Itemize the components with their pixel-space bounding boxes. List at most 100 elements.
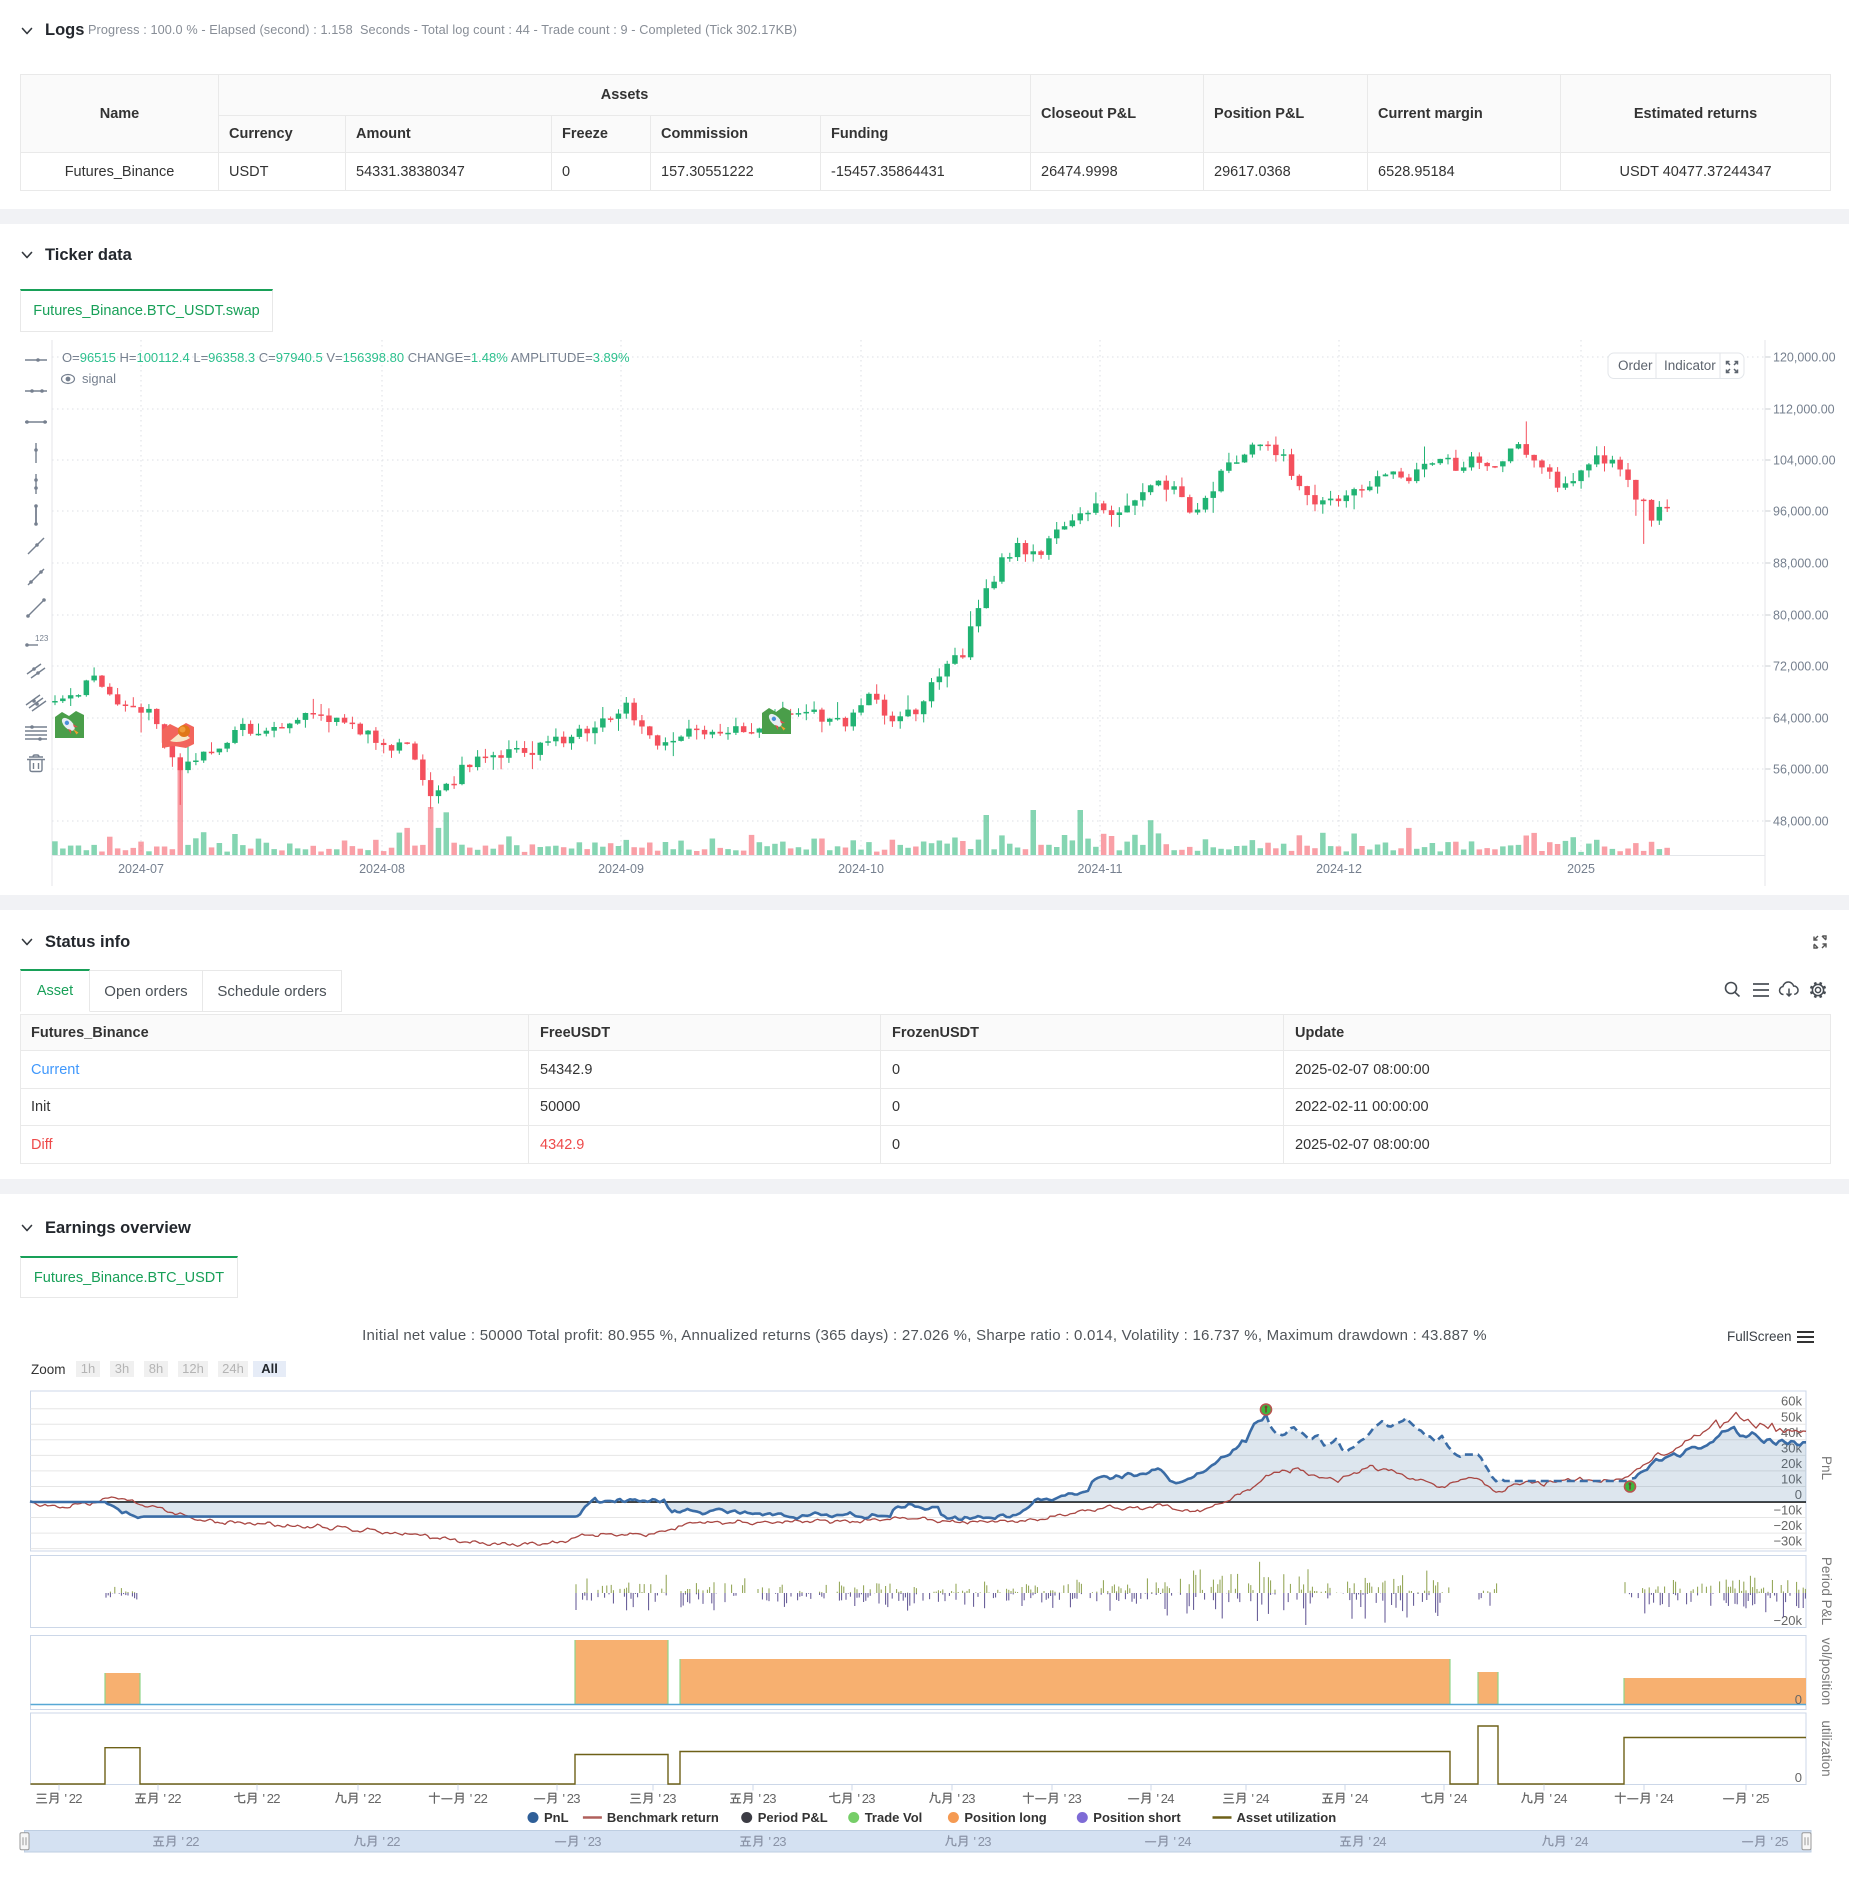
svg-text:−20k: −20k bbox=[1773, 1613, 1802, 1628]
svg-text:3: 3 bbox=[769, 1791, 776, 1806]
svg-text:2: 2 bbox=[192, 1834, 199, 1849]
svg-text:': ' bbox=[383, 1834, 385, 1849]
svg-text:Trade Vol: Trade Vol bbox=[865, 1810, 923, 1825]
svg-text:10k: 10k bbox=[1781, 1472, 1802, 1487]
svg-text:O=96515 H=100112.4 L=96358.3 C: O=96515 H=100112.4 L=96358.3 C=97940.5 V… bbox=[62, 350, 630, 365]
svg-text:': ' bbox=[974, 1834, 976, 1849]
svg-text:104,000.00: 104,000.00 bbox=[1773, 454, 1836, 468]
svg-text:3: 3 bbox=[968, 1791, 975, 1806]
svg-text:2: 2 bbox=[168, 1791, 175, 1806]
svg-text:72,000.00: 72,000.00 bbox=[1773, 660, 1829, 674]
svg-text:−20k: −20k bbox=[1773, 1518, 1802, 1533]
svg-text:': ' bbox=[584, 1834, 586, 1849]
svg-text:': ' bbox=[659, 1791, 661, 1806]
svg-text:4: 4 bbox=[1667, 1791, 1674, 1806]
svg-text:PnL: PnL bbox=[544, 1810, 569, 1825]
svg-text:2: 2 bbox=[75, 1791, 82, 1806]
svg-text:': ' bbox=[263, 1791, 265, 1806]
svg-text:': ' bbox=[182, 1834, 184, 1849]
svg-text:4: 4 bbox=[1361, 1791, 1368, 1806]
svg-text:48,000.00: 48,000.00 bbox=[1773, 815, 1829, 829]
svg-text:2: 2 bbox=[773, 1834, 780, 1849]
svg-text:0: 0 bbox=[1795, 1692, 1802, 1707]
svg-text:3: 3 bbox=[1075, 1791, 1082, 1806]
svg-text:2024-09: 2024-09 bbox=[598, 862, 644, 876]
svg-text:': ' bbox=[1174, 1834, 1176, 1849]
svg-text:': ' bbox=[769, 1834, 771, 1849]
svg-text:Period P&L: Period P&L bbox=[758, 1810, 828, 1825]
svg-text:4: 4 bbox=[1560, 1791, 1567, 1806]
svg-text:2: 2 bbox=[1256, 1791, 1263, 1806]
svg-text:Benchmark return: Benchmark return bbox=[607, 1810, 719, 1825]
svg-text:2025: 2025 bbox=[1567, 862, 1595, 876]
svg-text:60k: 60k bbox=[1781, 1394, 1802, 1409]
svg-text:5: 5 bbox=[1762, 1791, 1769, 1806]
svg-text:2024-08: 2024-08 bbox=[359, 862, 405, 876]
svg-text:': ' bbox=[1064, 1791, 1066, 1806]
svg-text:2: 2 bbox=[273, 1791, 280, 1806]
svg-text:2024-11: 2024-11 bbox=[1078, 862, 1123, 876]
svg-text:': ' bbox=[1351, 1791, 1353, 1806]
svg-text:0: 0 bbox=[1795, 1487, 1802, 1502]
svg-text:−10k: −10k bbox=[1773, 1503, 1802, 1518]
svg-text:3: 3 bbox=[984, 1834, 991, 1849]
svg-text:': ' bbox=[364, 1791, 366, 1806]
svg-text:': ' bbox=[1450, 1791, 1452, 1806]
svg-text:4: 4 bbox=[1184, 1834, 1191, 1849]
svg-text:utilization: utilization bbox=[1819, 1720, 1834, 1776]
svg-text:vol/position: vol/position bbox=[1819, 1638, 1834, 1706]
svg-text:0: 0 bbox=[1795, 1770, 1802, 1785]
svg-text:64,000.00: 64,000.00 bbox=[1773, 712, 1829, 726]
svg-text:40k: 40k bbox=[1781, 1425, 1802, 1440]
svg-text:4: 4 bbox=[1262, 1791, 1269, 1806]
svg-text:2: 2 bbox=[1178, 1834, 1185, 1849]
svg-text:3: 3 bbox=[669, 1791, 676, 1806]
svg-text:': ' bbox=[65, 1791, 67, 1806]
svg-text:−30k: −30k bbox=[1773, 1534, 1802, 1549]
svg-text:2: 2 bbox=[1355, 1791, 1362, 1806]
svg-text:': ' bbox=[1550, 1791, 1552, 1806]
svg-text:': ' bbox=[1252, 1791, 1254, 1806]
svg-text:80,000.00: 80,000.00 bbox=[1773, 609, 1829, 623]
svg-text:2: 2 bbox=[474, 1791, 481, 1806]
svg-text:2: 2 bbox=[1660, 1791, 1667, 1806]
svg-text:': ' bbox=[164, 1791, 166, 1806]
svg-text:2: 2 bbox=[1454, 1791, 1461, 1806]
svg-text:20k: 20k bbox=[1781, 1456, 1802, 1471]
svg-text:2: 2 bbox=[1775, 1834, 1782, 1849]
svg-text:Period P&L: Period P&L bbox=[1819, 1557, 1834, 1626]
svg-text:2: 2 bbox=[1756, 1791, 1763, 1806]
svg-text:': ' bbox=[1571, 1834, 1573, 1849]
svg-text:2: 2 bbox=[962, 1791, 969, 1806]
svg-text:2: 2 bbox=[567, 1791, 574, 1806]
svg-text:': ' bbox=[858, 1791, 860, 1806]
svg-text:': ' bbox=[1656, 1791, 1658, 1806]
svg-text:4: 4 bbox=[1167, 1791, 1174, 1806]
svg-text:2: 2 bbox=[1373, 1834, 1380, 1849]
svg-text:2024-07: 2024-07 bbox=[118, 862, 164, 876]
svg-text:5: 5 bbox=[1781, 1834, 1788, 1849]
svg-text:2: 2 bbox=[588, 1834, 595, 1849]
svg-text:2: 2 bbox=[267, 1791, 274, 1806]
svg-text:50k: 50k bbox=[1781, 1409, 1802, 1424]
svg-text:': ' bbox=[1752, 1791, 1754, 1806]
svg-text:Indicator: Indicator bbox=[1664, 358, 1716, 373]
svg-text:96,000.00: 96,000.00 bbox=[1773, 505, 1829, 519]
svg-text:': ' bbox=[470, 1791, 472, 1806]
svg-text:88,000.00: 88,000.00 bbox=[1773, 557, 1829, 571]
svg-text:2: 2 bbox=[763, 1791, 770, 1806]
svg-text:4: 4 bbox=[1581, 1834, 1588, 1849]
svg-text:': ' bbox=[563, 1791, 565, 1806]
svg-text:2: 2 bbox=[186, 1834, 193, 1849]
svg-text:': ' bbox=[1369, 1834, 1371, 1849]
svg-text:2024-10: 2024-10 bbox=[838, 862, 884, 876]
svg-text:56,000.00: 56,000.00 bbox=[1773, 763, 1829, 777]
svg-text:2: 2 bbox=[374, 1791, 381, 1806]
svg-text:Position long: Position long bbox=[964, 1810, 1046, 1825]
svg-text:2: 2 bbox=[481, 1791, 488, 1806]
svg-text:2: 2 bbox=[393, 1834, 400, 1849]
svg-text:PnL: PnL bbox=[1819, 1456, 1834, 1481]
svg-text:2: 2 bbox=[1068, 1791, 1075, 1806]
svg-text:2: 2 bbox=[174, 1791, 181, 1806]
svg-text:Order: Order bbox=[1618, 358, 1653, 373]
